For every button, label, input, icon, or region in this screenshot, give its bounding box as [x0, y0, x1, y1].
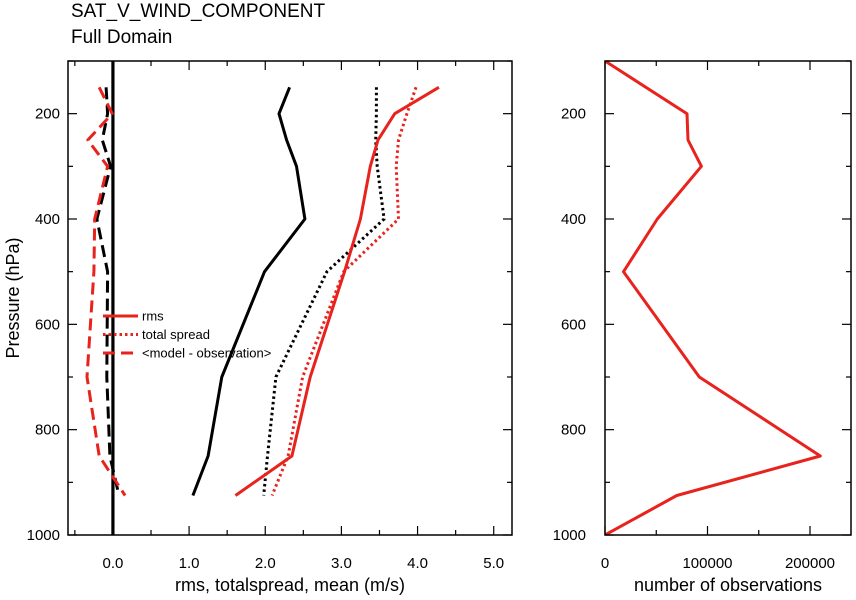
- x-tick-label: 5.0: [483, 555, 504, 572]
- plot-frame: [604, 60, 852, 536]
- tick-marks: [604, 60, 851, 536]
- x-tick-label: 4.0: [407, 555, 428, 572]
- panel-1: 0.0 1.0 2.0 3.0 4.0 5.0 200 400 600 800 1000 rms, t…: [3, 60, 513, 595]
- legend: rms total spread <model - observation>: [103, 309, 271, 361]
- x-tick-label: 0.0: [103, 555, 124, 572]
- x-tick-label: 100000: [682, 555, 732, 572]
- legend-label-total-spread: total spread: [142, 327, 210, 342]
- panel-2: 0 100000 200000 200 400 600 800 1000 number of o…: [553, 60, 852, 595]
- x-tick-label: 1.0: [179, 555, 200, 572]
- tick-marks: [68, 60, 512, 536]
- series-line-unlabeled-6-dashed: [95, 87, 121, 496]
- y-tick-label: 600: [35, 316, 60, 333]
- series-line-model-observation-dashed: [85, 86, 127, 497]
- series-group: [85, 86, 440, 497]
- y-tick-label: 200: [35, 106, 60, 123]
- x-tick-label: 2.0: [255, 555, 276, 572]
- series-line-unlabeled-1-solid: [605, 61, 822, 535]
- y-tick-label: 1000: [27, 527, 60, 544]
- series-line-unlabeled-4-solid: [191, 86, 307, 497]
- chart-subtitle: Full Domain: [71, 27, 172, 48]
- legend-label-model-observation: <model - observation>: [142, 346, 271, 361]
- y-tick-label: 400: [561, 211, 586, 228]
- x-tick-label: 3.0: [331, 555, 352, 572]
- x-tick-label: 0: [601, 555, 609, 572]
- legend-label-rms: rms: [142, 309, 164, 324]
- series-line-rms-solid: [234, 86, 440, 497]
- series-line-unlabeled-5-dotted: [262, 87, 386, 496]
- chart-panels: 0.0 1.0 2.0 3.0 4.0 5.0 200 400 600 800 1000 rms, t…: [3, 60, 852, 595]
- x-axis-label: number of observations: [634, 575, 822, 595]
- y-axis-label: Pressure (hPa): [3, 237, 23, 358]
- plot-frame: [67, 60, 513, 536]
- y-tick-label: 800: [35, 422, 60, 439]
- y-tick-label: 800: [561, 422, 586, 439]
- chart-title: SAT_V_WIND_COMPONENT: [71, 1, 325, 22]
- y-tick-label: 400: [35, 211, 60, 228]
- x-axis-label: rms, totalspread, mean (m/s): [175, 575, 405, 595]
- y-tick-label: 200: [561, 106, 586, 123]
- y-tick-label: 600: [561, 316, 586, 333]
- x-tick-label: 200000: [785, 555, 835, 572]
- y-tick-label: 1000: [553, 527, 586, 544]
- series-group: [605, 61, 822, 535]
